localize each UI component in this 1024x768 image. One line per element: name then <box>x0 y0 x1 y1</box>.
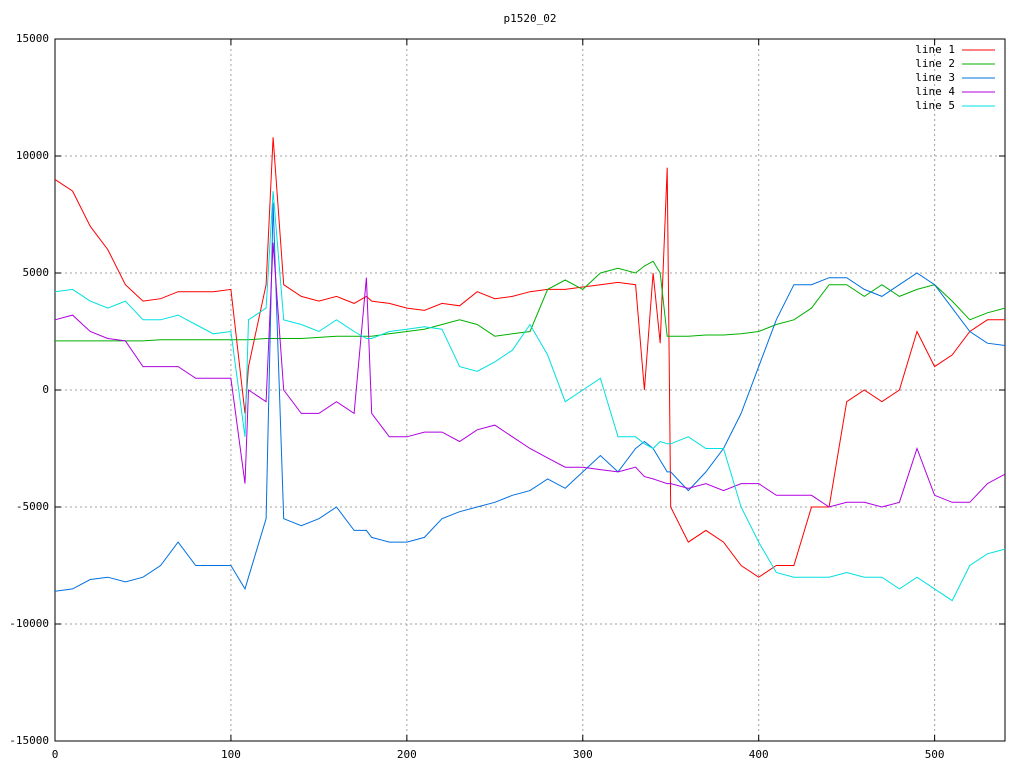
x-tick-label: 200 <box>397 748 417 761</box>
y-tick-label: 0 <box>42 383 49 396</box>
y-tick-label: -10000 <box>9 617 49 630</box>
series-line <box>54 242 1006 508</box>
y-tick-label: -15000 <box>9 734 49 747</box>
legend-label: line 3 <box>915 71 955 84</box>
y-tick-label: 10000 <box>16 149 49 162</box>
series-line <box>55 260 1006 342</box>
legend-label: line 2 <box>915 57 955 70</box>
series-line <box>54 191 1006 602</box>
y-tick-label: -5000 <box>16 500 49 513</box>
series-line <box>54 137 1005 578</box>
x-tick-label: 500 <box>925 748 945 761</box>
y-tick-label: 15000 <box>16 32 49 45</box>
y-tick-label: 5000 <box>23 266 50 279</box>
chart-title: p1520_02 <box>504 12 557 25</box>
legend-label: line 5 <box>915 99 955 112</box>
legend-label: line 4 <box>915 85 955 98</box>
x-tick-label: 300 <box>573 748 593 761</box>
series-line <box>54 202 1006 592</box>
x-tick-label: 0 <box>52 748 59 761</box>
legend-label: line 1 <box>915 43 955 56</box>
x-tick-label: 100 <box>221 748 241 761</box>
x-tick-label: 400 <box>749 748 769 761</box>
plot-frame <box>54 38 1006 742</box>
